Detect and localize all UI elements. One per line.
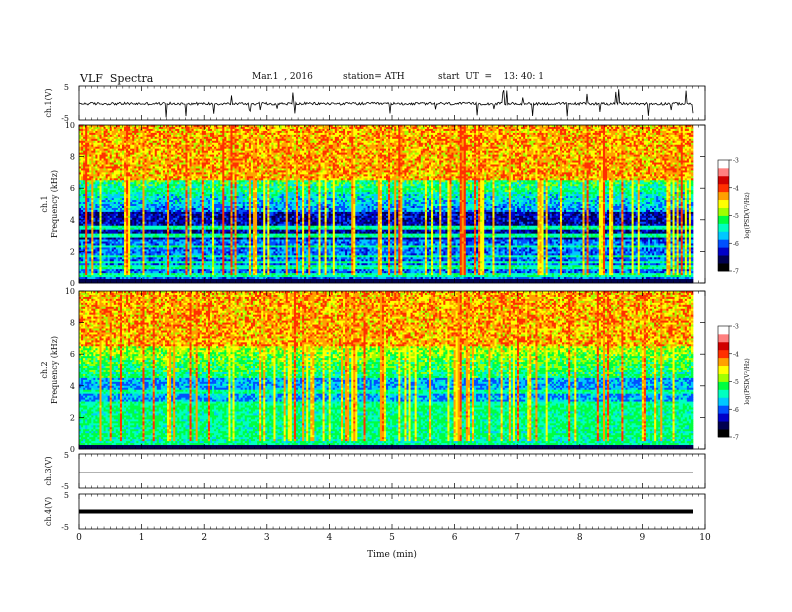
x-tick-label: 3 bbox=[264, 533, 270, 543]
colorbar-label: log(PSD(V²/Hz) bbox=[744, 358, 751, 405]
colorbar-tick-label: -7 bbox=[733, 269, 739, 276]
x-tick-label: 10 bbox=[699, 533, 711, 543]
y-axis-label: ch.3(V) bbox=[44, 456, 53, 485]
colorbar-tick-label: -7 bbox=[733, 435, 739, 442]
colorbar-tick-label: -5 bbox=[733, 379, 739, 386]
colorbar-tick-label: -3 bbox=[733, 324, 739, 331]
y-tick-label: -5 bbox=[61, 482, 69, 491]
ch1_spec-heatmap bbox=[79, 125, 693, 283]
y-axis-label: ch.2 bbox=[40, 361, 49, 378]
colorbar-tick-label: -5 bbox=[733, 213, 739, 220]
y-tick-label: 6 bbox=[70, 184, 75, 193]
x-tick-label: 6 bbox=[452, 533, 458, 543]
colorbar-label: log(PSD(V²/Hz) bbox=[744, 192, 751, 239]
ch1_wave-trace bbox=[79, 89, 693, 117]
x-tick-label: 8 bbox=[577, 533, 583, 543]
x-tick-label: 7 bbox=[514, 533, 520, 543]
colorbar-tick-label: -4 bbox=[733, 351, 739, 358]
x-tick-label: 1 bbox=[139, 533, 145, 543]
x-tick-label: 5 bbox=[389, 533, 395, 543]
y-tick-label: 8 bbox=[70, 153, 75, 162]
colorbar-tick-label: -6 bbox=[733, 241, 739, 248]
y-tick-label: 10 bbox=[65, 121, 75, 130]
y-tick-label: -5 bbox=[61, 523, 69, 532]
ch3_wave-frame bbox=[79, 454, 705, 488]
y-tick-label: 5 bbox=[64, 451, 69, 460]
y-axis-label: ch.1 bbox=[40, 195, 49, 212]
ch4_wave-trace bbox=[79, 510, 693, 514]
vlf-spectra-chart: 5-5ch.1(V)-3-4-5-6-7log(PSD(V²/Hz)024681… bbox=[0, 0, 792, 612]
y-tick-label: 2 bbox=[70, 247, 75, 256]
x-axis-label: Time (min) bbox=[367, 549, 417, 560]
x-tick-label: 2 bbox=[201, 533, 207, 543]
y-tick-label: 6 bbox=[70, 350, 75, 359]
colorbar-tick-label: -4 bbox=[733, 185, 739, 192]
y-tick-label: 0 bbox=[70, 445, 75, 454]
y-tick-label: 10 bbox=[65, 287, 75, 296]
y-axis-label: ch.4(V) bbox=[44, 497, 53, 526]
x-tick-label: 9 bbox=[640, 533, 646, 543]
x-tick-label: 0 bbox=[76, 533, 82, 543]
colorbar-tick-label: -6 bbox=[733, 407, 739, 414]
y-tick-label: 4 bbox=[70, 382, 75, 391]
colorbar-tick-label: -3 bbox=[733, 158, 739, 165]
y-tick-label: 5 bbox=[64, 491, 69, 500]
x-tick-label: 4 bbox=[327, 533, 333, 543]
ch2_spec-colorbar: -3 -4 -5 -6 -7 log(PSD(V²/Hz) bbox=[718, 324, 751, 442]
y-axis-label: Frequency (kHz) bbox=[50, 170, 59, 238]
y-axis-label: Frequency (kHz) bbox=[50, 336, 59, 404]
y-tick-label: 8 bbox=[70, 319, 75, 328]
y-tick-label: 2 bbox=[70, 413, 75, 422]
ch1_spec-colorbar: -3 -4 -5 -6 -7 log(PSD(V²/Hz) bbox=[718, 158, 751, 276]
ch2_spec-heatmap bbox=[79, 291, 693, 449]
y-tick-label: 4 bbox=[70, 216, 75, 225]
y-axis-label: ch.1(V) bbox=[44, 88, 53, 117]
y-tick-label: 5 bbox=[64, 83, 69, 92]
